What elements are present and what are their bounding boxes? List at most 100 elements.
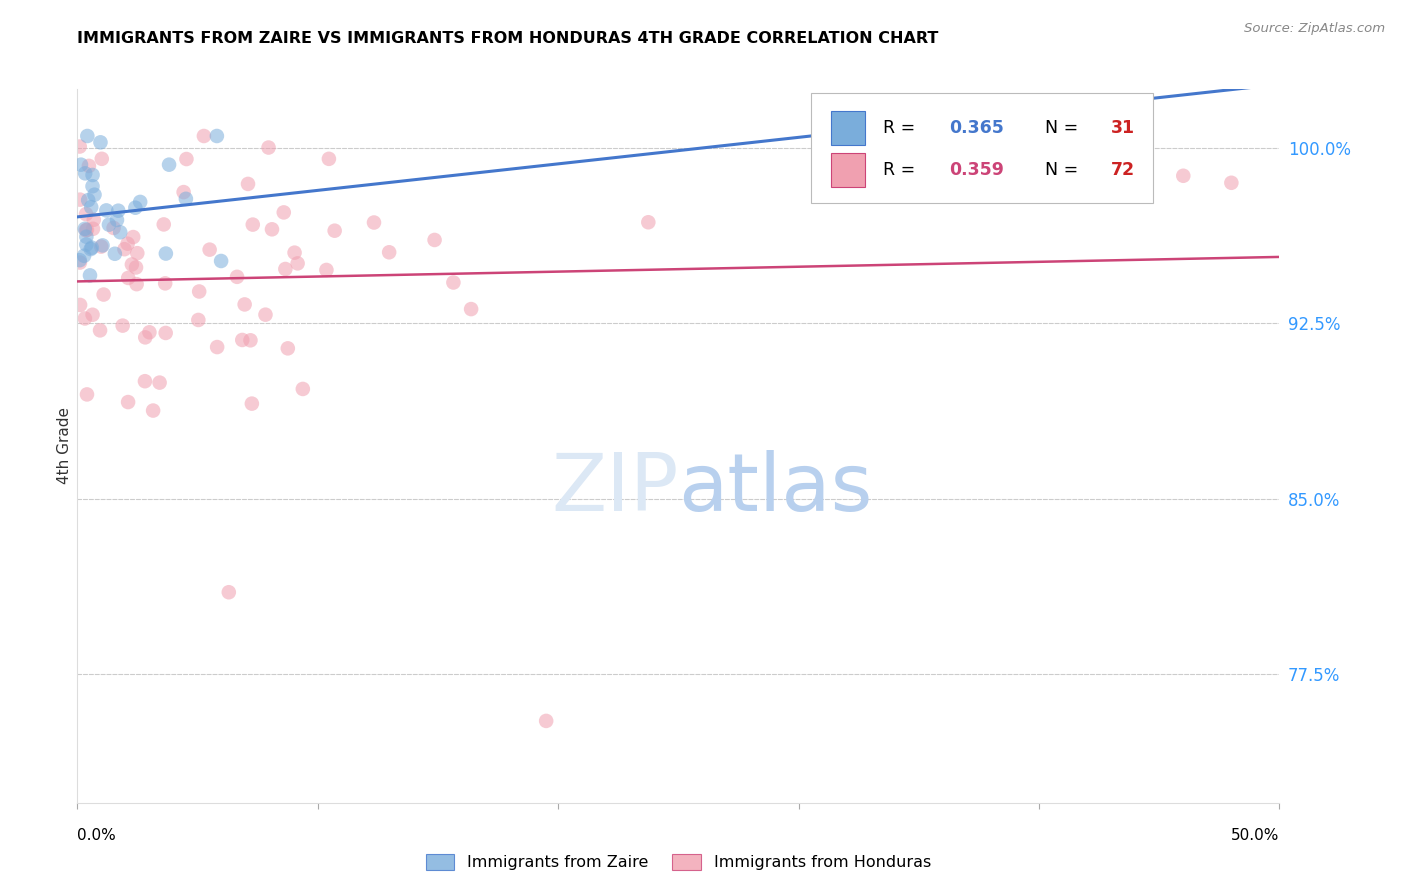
Point xyxy=(127,246,149,260)
Point xyxy=(363,215,385,229)
Point xyxy=(176,152,198,166)
Point xyxy=(70,158,93,172)
Text: N =: N = xyxy=(1045,119,1084,136)
Point xyxy=(110,225,132,239)
Point xyxy=(69,298,91,312)
Point xyxy=(124,201,146,215)
Point xyxy=(1220,176,1243,190)
Point xyxy=(89,323,111,337)
Point xyxy=(97,218,120,232)
Point xyxy=(75,237,97,252)
Point xyxy=(80,241,103,255)
Point xyxy=(152,218,174,232)
Point xyxy=(153,277,176,291)
Text: IMMIGRANTS FROM ZAIRE VS IMMIGRANTS FROM HONDURAS 4TH GRADE CORRELATION CHART: IMMIGRANTS FROM ZAIRE VS IMMIGRANTS FROM… xyxy=(77,31,939,46)
Point xyxy=(129,194,152,209)
Point xyxy=(80,242,103,256)
Point xyxy=(274,262,297,277)
Point xyxy=(318,152,340,166)
Point xyxy=(134,330,156,344)
Point xyxy=(105,213,128,227)
Point xyxy=(284,245,307,260)
Text: N =: N = xyxy=(1045,161,1084,178)
Text: R =: R = xyxy=(883,161,921,178)
Point xyxy=(1173,169,1195,183)
Point xyxy=(637,215,659,229)
Point xyxy=(378,245,401,260)
Point xyxy=(76,128,98,143)
Point xyxy=(242,218,264,232)
Point xyxy=(155,326,177,340)
Point xyxy=(155,246,177,260)
Point xyxy=(76,387,98,401)
Point xyxy=(226,269,249,284)
Point xyxy=(323,224,346,238)
Point xyxy=(236,177,259,191)
Point xyxy=(90,152,112,166)
Text: 31: 31 xyxy=(1111,119,1135,136)
Point xyxy=(233,297,256,311)
Point xyxy=(69,253,91,268)
Point xyxy=(90,239,112,253)
Point xyxy=(75,166,97,180)
Point xyxy=(291,382,314,396)
Point xyxy=(103,221,125,235)
Point xyxy=(441,276,464,290)
Point xyxy=(117,236,139,251)
Point xyxy=(73,249,96,263)
Point xyxy=(96,203,118,218)
Bar xyxy=(831,111,865,145)
Point xyxy=(83,187,105,202)
Point xyxy=(257,140,280,154)
Point xyxy=(82,179,104,194)
Point xyxy=(187,313,209,327)
Point xyxy=(69,139,91,153)
Point xyxy=(260,222,283,236)
Point xyxy=(121,257,143,271)
FancyBboxPatch shape xyxy=(811,93,1153,203)
Point xyxy=(277,342,299,356)
Point xyxy=(240,396,263,410)
Point xyxy=(188,285,211,299)
Point xyxy=(218,585,240,599)
Point xyxy=(82,308,104,322)
Point xyxy=(460,302,482,317)
Text: atlas: atlas xyxy=(679,450,873,528)
Bar xyxy=(831,153,865,187)
Text: ZIP: ZIP xyxy=(551,450,679,528)
Point xyxy=(82,168,104,182)
Point xyxy=(287,256,309,270)
Point xyxy=(149,376,172,390)
Point xyxy=(174,192,197,206)
Point xyxy=(83,212,105,227)
Point xyxy=(91,238,114,252)
Point xyxy=(80,200,103,214)
Point xyxy=(82,222,104,236)
Point xyxy=(273,205,295,219)
Point xyxy=(79,268,101,283)
Y-axis label: 4th Grade: 4th Grade xyxy=(56,408,72,484)
Point xyxy=(111,318,134,333)
Point xyxy=(107,203,129,218)
Point xyxy=(76,223,98,237)
Point xyxy=(117,395,139,409)
Point xyxy=(77,159,100,173)
Point xyxy=(157,158,180,172)
Point xyxy=(117,271,139,285)
Text: Source: ZipAtlas.com: Source: ZipAtlas.com xyxy=(1244,22,1385,36)
Point xyxy=(209,254,232,268)
Point xyxy=(75,207,97,221)
Text: 50.0%: 50.0% xyxy=(1232,828,1279,843)
Text: 0.359: 0.359 xyxy=(949,161,1004,178)
Text: R =: R = xyxy=(883,119,921,136)
Point xyxy=(125,260,148,275)
Legend: Immigrants from Zaire, Immigrants from Honduras: Immigrants from Zaire, Immigrants from H… xyxy=(419,847,938,877)
Point xyxy=(73,311,96,326)
Text: 0.0%: 0.0% xyxy=(77,828,117,843)
Point xyxy=(77,193,100,207)
Point xyxy=(254,308,277,322)
Point xyxy=(75,229,97,244)
Point xyxy=(423,233,446,247)
Point xyxy=(315,263,337,277)
Point xyxy=(198,243,221,257)
